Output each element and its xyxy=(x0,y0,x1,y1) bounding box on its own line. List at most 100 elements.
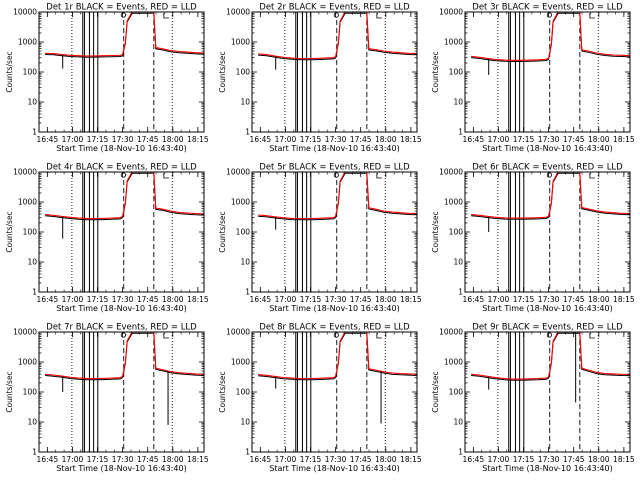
y-tick-label: 1000 xyxy=(444,358,463,367)
x-tick-label: 16:45 xyxy=(463,135,485,144)
y-axis-label: Counts/sec xyxy=(218,371,227,412)
lld-series-line xyxy=(258,12,417,60)
bracket-mark xyxy=(589,13,595,19)
data-series xyxy=(471,332,630,403)
y-tick-label: 10 xyxy=(453,418,463,427)
y-axis-label: Counts/sec xyxy=(431,51,440,92)
panel-3: Det 3r BLACK = Events, RED = LLD Counts/s… xyxy=(431,3,635,154)
x-tick-label: 17:15 xyxy=(87,455,109,464)
y-tick-label: 10 xyxy=(453,98,463,107)
peak-marker xyxy=(120,172,126,178)
x-tick-label: 18:00 xyxy=(588,295,610,304)
events-series-line xyxy=(45,172,204,221)
reference-lines xyxy=(71,172,173,292)
panel-title: Det 4r BLACK = Events, RED = LLD xyxy=(46,163,197,173)
panel-title: Det 1r BLACK = Events, RED = LLD xyxy=(46,3,197,13)
x-axis-label: Start Time (18-Nov-10 16:43:40) xyxy=(269,304,399,313)
reference-lines xyxy=(497,12,599,132)
events-series-line xyxy=(45,12,204,58)
panel-1: Det 1r BLACK = Events, RED = LLD Counts/s… xyxy=(5,3,209,154)
x-tick-label: 17:45 xyxy=(563,135,585,144)
y-axis-label: Counts/sec xyxy=(431,211,440,252)
bracket-mark xyxy=(376,173,382,179)
data-series xyxy=(258,172,417,230)
y-tick-label: 10000 xyxy=(13,328,37,337)
x-tick-label: 18:00 xyxy=(588,135,610,144)
reference-lines xyxy=(497,172,599,292)
y-tick-label: 1 xyxy=(32,288,37,297)
panel-7: Det 7r BLACK = Events, RED = LLD Counts/s… xyxy=(5,323,209,474)
x-tick-label: 17:00 xyxy=(275,455,297,464)
lld-series-line xyxy=(258,332,417,380)
x-tick-label: 17:45 xyxy=(350,455,372,464)
x-tick-label: 17:45 xyxy=(137,135,159,144)
bracket-mark xyxy=(589,173,595,179)
x-tick-label: 18:00 xyxy=(375,135,397,144)
peak-marker xyxy=(333,172,339,178)
lld-series-line xyxy=(471,172,630,219)
reference-lines xyxy=(284,332,386,452)
y-tick-label: 100 xyxy=(236,228,251,237)
x-tick-label: 17:30 xyxy=(325,135,347,144)
axes-frame xyxy=(38,11,205,133)
y-tick-label: 1 xyxy=(458,448,463,457)
y-tick-label: 1000 xyxy=(444,38,463,47)
bracket-mark xyxy=(376,333,382,339)
y-tick-label: 100 xyxy=(23,388,38,397)
bracket-mark xyxy=(163,13,169,19)
x-tick-label: 16:45 xyxy=(463,455,485,464)
y-tick-label: 1 xyxy=(32,448,37,457)
y-tick-label: 1 xyxy=(458,128,463,137)
y-tick-label: 10 xyxy=(240,418,250,427)
x-tick-label: 18:15 xyxy=(613,455,635,464)
events-series-line xyxy=(258,12,417,61)
bracket-mark xyxy=(376,13,382,19)
y-tick-label: 100 xyxy=(236,388,251,397)
y-axis-label: Counts/sec xyxy=(218,211,227,252)
peak-marker xyxy=(546,12,552,18)
peak-marker xyxy=(546,172,552,178)
x-tick-label: 16:45 xyxy=(37,135,59,144)
y-tick-label: 1 xyxy=(458,288,463,297)
data-series xyxy=(471,172,630,232)
x-axis-label: Start Time (18-Nov-10 16:43:40) xyxy=(269,464,399,473)
x-tick-label: 18:15 xyxy=(187,295,209,304)
y-tick-label: 100 xyxy=(23,228,38,237)
panel-6: Det 6r BLACK = Events, RED = LLD Counts/s… xyxy=(431,163,635,314)
panel-2: Det 2r BLACK = Events, RED = LLD Counts/s… xyxy=(218,3,422,154)
y-tick-label: 1000 xyxy=(18,198,37,207)
y-tick-label: 1 xyxy=(245,128,250,137)
x-tick-label: 18:15 xyxy=(187,135,209,144)
peak-marker xyxy=(333,332,339,338)
reference-lines xyxy=(71,12,173,132)
y-tick-label: 1000 xyxy=(18,358,37,367)
x-tick-label: 17:15 xyxy=(300,295,322,304)
y-tick-label: 10000 xyxy=(439,168,463,177)
x-axis-label: Start Time (18-Nov-10 16:43:40) xyxy=(269,144,399,153)
peak-marker xyxy=(333,12,339,18)
y-tick-label: 10 xyxy=(453,258,463,267)
events-series-line xyxy=(471,172,630,220)
x-tick-label: 16:45 xyxy=(463,295,485,304)
x-tick-label: 16:45 xyxy=(37,295,59,304)
y-tick-label: 1 xyxy=(32,128,37,137)
x-tick-label: 17:30 xyxy=(325,455,347,464)
x-axis-label: Start Time (18-Nov-10 16:43:40) xyxy=(482,144,612,153)
data-series xyxy=(258,12,417,70)
x-axis-label: Start Time (18-Nov-10 16:43:40) xyxy=(56,144,186,153)
y-tick-label: 1000 xyxy=(231,38,250,47)
x-tick-label: 17:00 xyxy=(275,135,297,144)
x-tick-label: 18:15 xyxy=(187,455,209,464)
y-tick-label: 100 xyxy=(449,388,464,397)
axes-frame xyxy=(464,11,631,133)
x-tick-label: 18:15 xyxy=(400,455,422,464)
panel-title: Det 3r BLACK = Events, RED = LLD xyxy=(472,3,623,13)
x-tick-label: 16:45 xyxy=(250,455,272,464)
y-tick-label: 10000 xyxy=(226,168,250,177)
events-series-line xyxy=(258,172,417,221)
events-series-line xyxy=(471,332,630,381)
lld-series-line xyxy=(45,12,204,57)
panel-title: Det 9r BLACK = Events, RED = LLD xyxy=(472,323,623,333)
data-series xyxy=(45,332,204,425)
bracket-mark xyxy=(163,333,169,339)
